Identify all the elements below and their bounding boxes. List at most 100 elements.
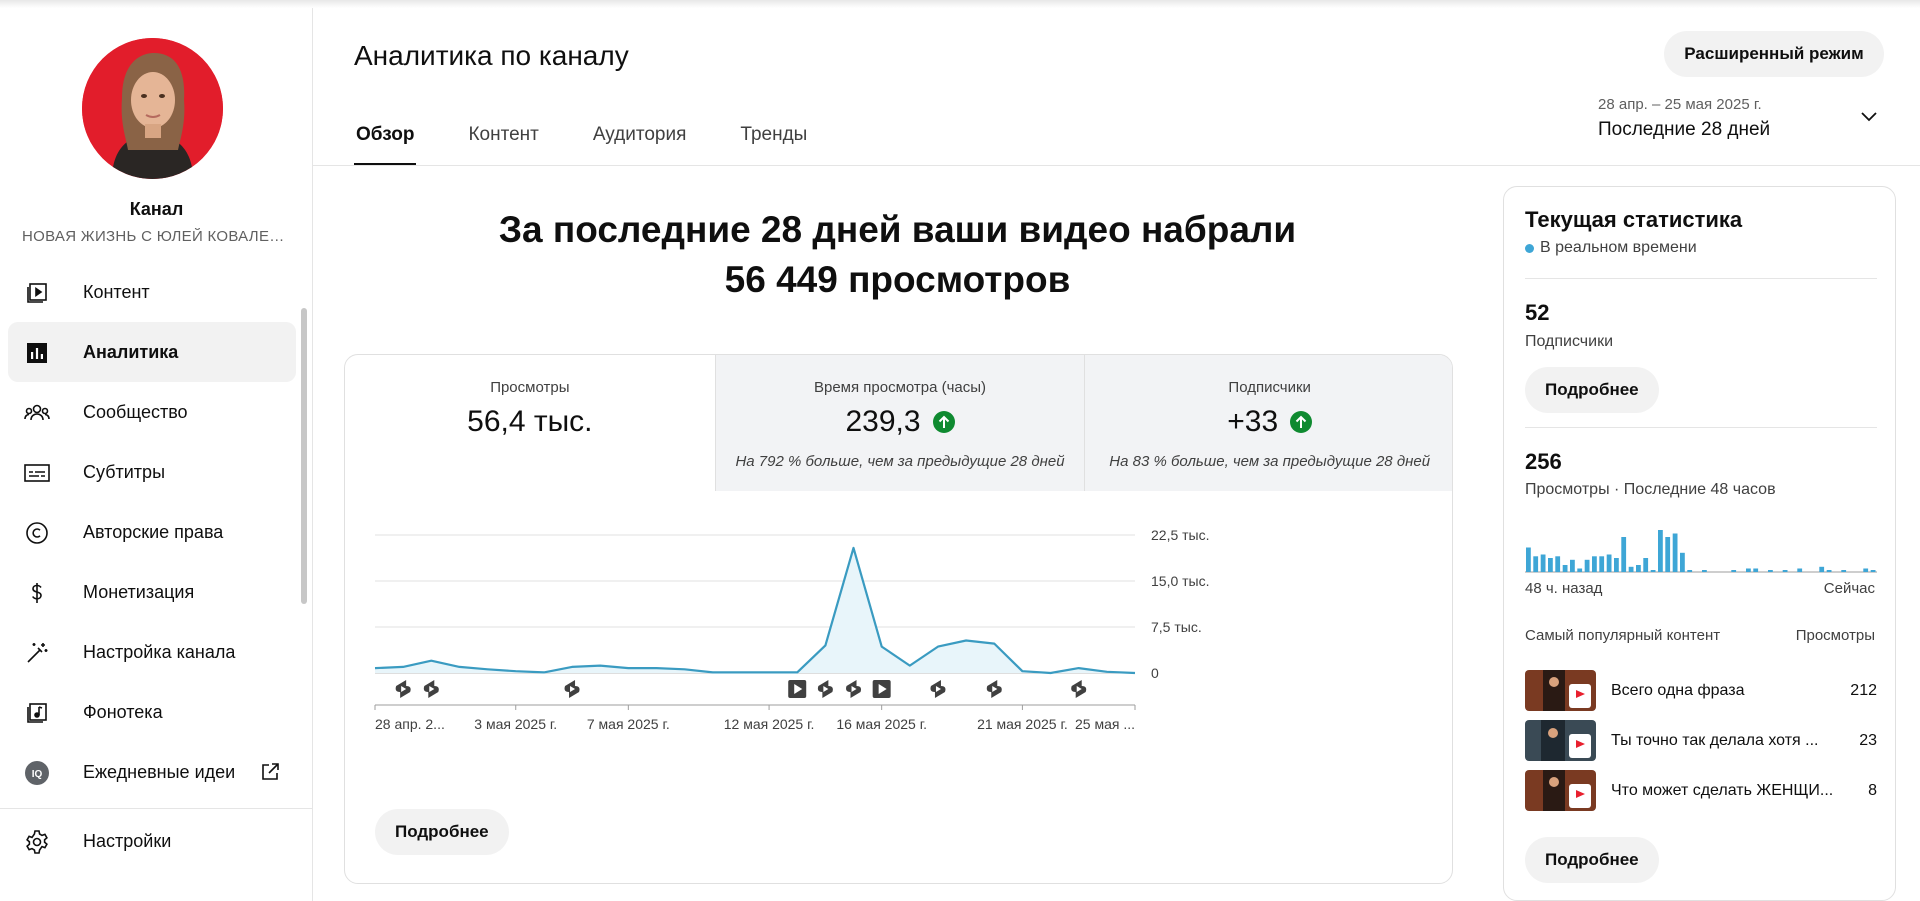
realtime-title: Текущая статистика: [1525, 207, 1743, 232]
views-line: [374, 546, 1136, 675]
y-tick-label: 0: [1151, 665, 1159, 681]
video-thumbnail: [1525, 670, 1596, 711]
sparkline-bar: [1599, 556, 1605, 573]
headline-line-2: 56 449 просмотров: [724, 259, 1071, 300]
sidebar-item-settings[interactable]: Настройки: [8, 811, 296, 871]
realtime-divider: [1525, 427, 1877, 428]
date-range-label: Последние 28 дней: [1598, 119, 1771, 140]
sidebar-item-copyright[interactable]: Авторские права: [8, 502, 296, 562]
date-range-selector[interactable]: 28 апр. – 25 мая 2025 г. Последние 28 дн…: [1598, 96, 1878, 141]
channel-name: НОВАЯ ЖИЗНЬ С ЮЛЕЙ КОВАЛЕН...: [22, 228, 292, 245]
views-chart-svg: 22,5 тыс. 15,0 тыс. 7,5 тыс. 0 28 апр. 2... 3…: [374, 527, 1210, 732]
subtitles-icon: [24, 460, 50, 486]
sidebar-item-label: Настройка канала: [83, 641, 236, 662]
play-icon: [429, 686, 435, 692]
x-tick-label: 21 мая 2025 г.: [977, 716, 1068, 732]
arrow-up-icon: [1290, 411, 1313, 433]
advanced-mode-button[interactable]: Расширенный режим: [1664, 31, 1884, 77]
top-content-item[interactable]: Что может сделать ЖЕНЩИ... 8: [1525, 770, 1877, 811]
sparkline-bar: [1658, 530, 1663, 572]
sparkline-bar: [1592, 556, 1597, 573]
sidebar-item-label: Настройки: [83, 830, 172, 851]
sidebar-scrollbar[interactable]: [301, 308, 307, 604]
sidebar-item-audio-library[interactable]: Фонотека: [8, 682, 296, 742]
play-icon: [794, 684, 803, 694]
sparkline-bar: [1526, 547, 1531, 572]
top-content-details-button[interactable]: Подробнее: [1525, 837, 1659, 883]
sidebar-item-ideas[interactable]: IQ Ежедневные идеи: [8, 742, 296, 802]
tab-audience[interactable]: Аудитория: [592, 124, 687, 145]
sidebar-item-monetization[interactable]: Монетизация: [8, 562, 296, 622]
sparkline-bar: [1731, 570, 1737, 572]
sidebar-item-content[interactable]: Контент: [8, 262, 296, 322]
subscribers-details-button[interactable]: Подробнее: [1525, 367, 1659, 413]
sparkline-axis-right: Сейчас: [1823, 580, 1875, 597]
metric-watch-time[interactable]: Время просмотра (часы) 239,3 На 792 % бо…: [714, 355, 1085, 491]
metric-views[interactable]: Просмотры 56,4 тыс.: [345, 355, 715, 491]
live-dot-icon: [1525, 243, 1534, 253]
audio-library-icon: [24, 700, 50, 726]
sparkline-bar: [1621, 537, 1627, 572]
realtime-live-label: В реальном времени: [1540, 239, 1697, 256]
top-content-views-header: Просмотры: [1795, 627, 1875, 644]
sidebar-item-customization[interactable]: Настройка канала: [8, 622, 296, 682]
x-tick-label: 16 мая 2025 г.: [836, 716, 927, 732]
avatar[interactable]: [82, 38, 223, 179]
play-icon: [878, 684, 887, 694]
realtime-live-indicator: В реальном времени: [1525, 239, 1697, 257]
top-content-item[interactable]: Всего одна фраза 212: [1525, 670, 1877, 711]
magic-wand-icon: [24, 640, 50, 666]
sidebar-item-analytics[interactable]: Аналитика: [8, 322, 296, 382]
subscribers-label: Подписчики: [1525, 333, 1614, 350]
top-content-item[interactable]: Ты точно так делала хотя ... 23: [1525, 720, 1877, 761]
chevron-down-icon: [1860, 110, 1878, 128]
external-link-icon: [260, 762, 280, 787]
sparkline-bar: [1562, 565, 1568, 572]
top-content-views: 212: [1850, 681, 1877, 699]
top-content-title: Всего одна фраза: [1611, 681, 1745, 699]
sparkline-bar: [1672, 533, 1678, 572]
sidebar-item-label: Ежедневные идеи: [83, 761, 236, 782]
tab-trends[interactable]: Тренды: [740, 124, 808, 145]
sparkline-bar: [1555, 556, 1561, 573]
sidebar-item-subtitles[interactable]: Субтитры: [8, 442, 296, 502]
metric-subscribers[interactable]: Подписчики +33 На 83 % больше, чем за пр…: [1084, 355, 1452, 491]
play-icon: [401, 686, 407, 692]
metric-note: На 792 % больше, чем за предыдущие 28 дн…: [735, 453, 1065, 470]
metric-value: 239,3: [845, 405, 921, 438]
tab-overview[interactable]: Обзор: [354, 118, 417, 166]
sparkline-bar: [1863, 568, 1869, 572]
sparkline-bar: [1650, 570, 1656, 572]
sparkline-bar: [1614, 558, 1619, 572]
sidebar-item-label: Сообщество: [83, 401, 188, 422]
x-tick-label: 3 мая 2025 г.: [474, 716, 557, 732]
sparkline-bar: [1746, 568, 1751, 572]
y-tick-label: 15,0 тыс.: [1151, 573, 1210, 589]
tab-bar: Обзор Контент Аудитория Тренды: [354, 118, 859, 166]
metric-value: 56,4 тыс.: [467, 405, 593, 438]
date-range-dates: 28 апр. – 25 мая 2025 г.: [1598, 96, 1762, 113]
sidebar-item-label: Субтитры: [83, 461, 166, 482]
y-tick-label: 22,5 тыс.: [1151, 527, 1210, 543]
sidebar-item-label: Монетизация: [83, 581, 195, 602]
play-icon: [935, 686, 941, 692]
sidebar-item-community[interactable]: Сообщество: [8, 382, 296, 442]
views-label: Просмотры · Последние 48 часов: [1525, 481, 1776, 498]
subscribers-count: 52: [1525, 300, 1550, 325]
tab-content[interactable]: Контент: [468, 124, 539, 145]
arrow-up-icon: [932, 411, 955, 433]
sparkline-bar: [1687, 570, 1693, 572]
views-area: [375, 547, 1135, 673]
play-icon: [851, 686, 857, 692]
sparkline-bar: [1841, 570, 1847, 572]
sparkline-bar: [1826, 570, 1832, 572]
more-details-button[interactable]: Подробнее: [375, 809, 509, 855]
page-title: Аналитика по каналу: [354, 40, 629, 71]
sparkline-bar: [1643, 558, 1649, 572]
top-content-header: Самый популярный контент: [1525, 627, 1721, 644]
realtime-card: Текущая статистика В реальном времени 52…: [1503, 186, 1896, 901]
metric-tabs: Просмотры 56,4 тыс. Время просмотра (час…: [345, 355, 1452, 491]
sparkline-bar: [1680, 552, 1685, 573]
views-48h-sparkline: [1525, 530, 1877, 573]
sparkline-bar: [1533, 556, 1539, 573]
